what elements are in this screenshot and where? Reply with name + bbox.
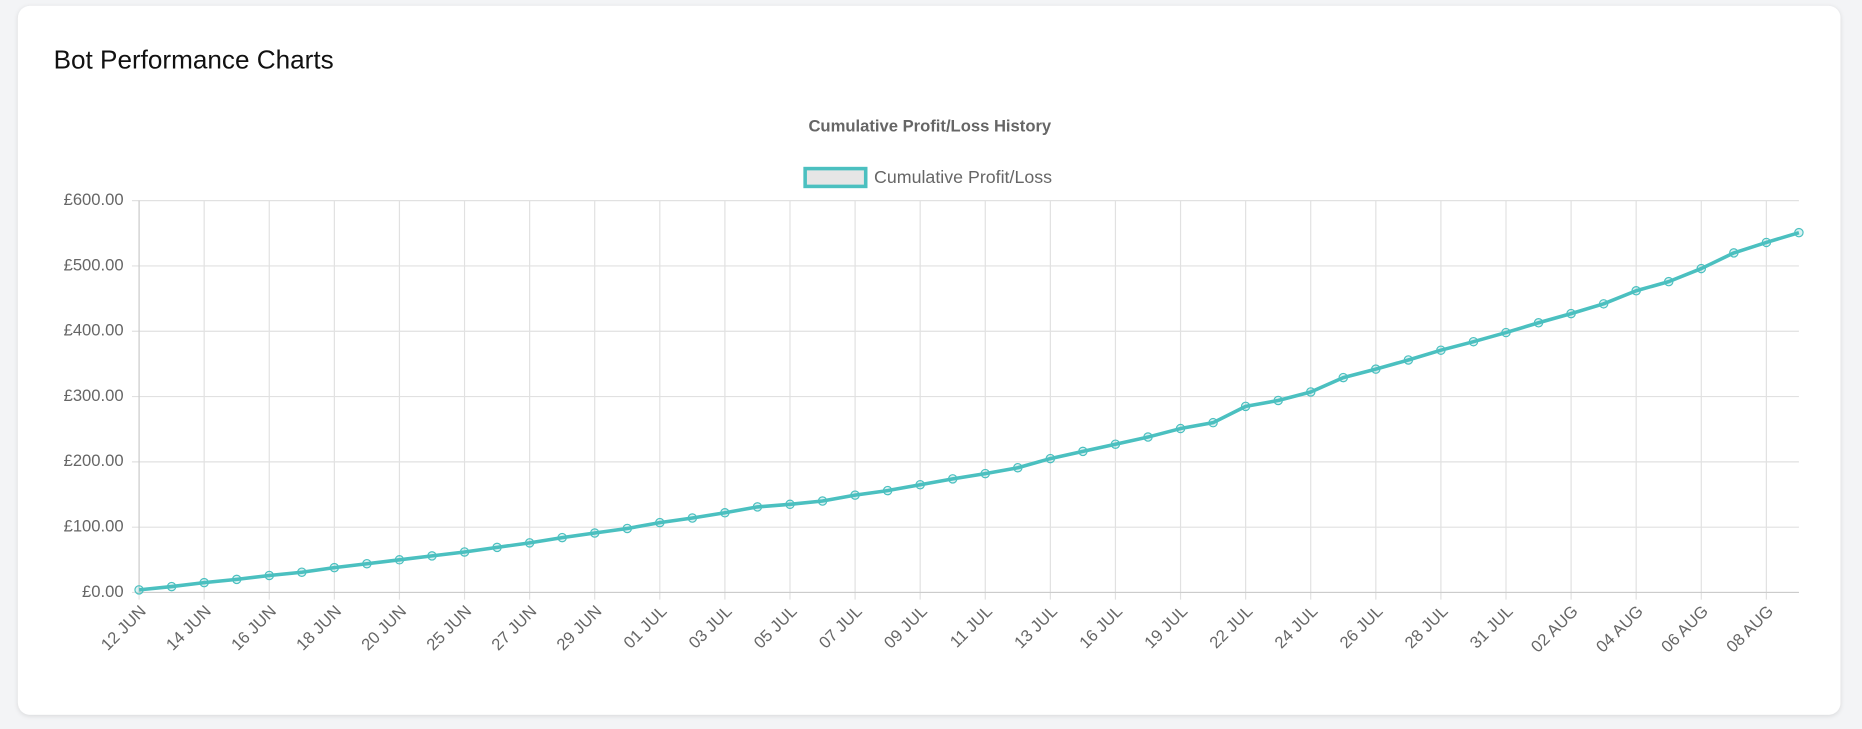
data-point (1663, 276, 1674, 287)
data-point (231, 574, 242, 585)
data-point (1631, 286, 1641, 296)
data-point (720, 508, 730, 518)
data-point (785, 499, 795, 510)
data-point (947, 474, 958, 484)
card (17, 5, 1841, 715)
data-point (915, 479, 925, 490)
data-line (138, 230, 1800, 592)
data-point (264, 570, 275, 581)
data-point (1761, 237, 1772, 248)
data-point (166, 581, 177, 592)
data-point (1696, 263, 1707, 274)
data-point (199, 577, 209, 588)
y-tick-label: £100.00 (64, 517, 124, 536)
data-point (1794, 227, 1804, 238)
y-tick-label: £600.00 (64, 190, 124, 209)
data-point (524, 538, 535, 548)
data-point (1045, 453, 1056, 464)
y-tick-label: £300.00 (64, 386, 124, 405)
y-tick-label: £200.00 (64, 451, 124, 470)
chart-title: Cumulative Profit/Loss History (808, 116, 1051, 135)
data-point (329, 562, 340, 573)
data-point (622, 523, 633, 534)
data-point (1729, 248, 1739, 258)
data-point (134, 585, 144, 595)
data-point (882, 485, 893, 496)
data-point (394, 555, 405, 565)
data-point (1533, 318, 1544, 328)
data-point (492, 542, 502, 553)
data-point (589, 528, 600, 538)
data-point (1273, 395, 1283, 406)
data-point (427, 551, 437, 561)
page-title: Bot Performance Charts (54, 45, 334, 75)
data-point (1305, 387, 1316, 397)
data-point (1143, 432, 1153, 442)
data-point (1436, 345, 1446, 355)
legend-swatch (803, 166, 868, 189)
data-point (557, 532, 567, 543)
data-point (1338, 372, 1349, 383)
data-point (1078, 446, 1088, 457)
data-point (687, 513, 698, 523)
data-point (1013, 462, 1023, 473)
data-point (362, 558, 372, 569)
data-point (655, 517, 665, 528)
data-point (459, 547, 470, 557)
data-point (1110, 439, 1121, 449)
data-point (1566, 308, 1576, 319)
data-point (1403, 355, 1414, 365)
data-point (1208, 417, 1218, 428)
data-point (1501, 327, 1511, 338)
data-point (1598, 299, 1609, 309)
y-tick-label: £500.00 (64, 255, 124, 274)
data-point (817, 496, 828, 506)
data-point (1371, 364, 1381, 374)
data-point (850, 490, 860, 500)
data-point (297, 567, 307, 577)
y-tick-label: £0.00 (82, 582, 124, 601)
data-point (1468, 336, 1479, 347)
data-point (1175, 423, 1186, 434)
y-tick-label: £400.00 (64, 321, 124, 340)
data-point (980, 468, 991, 479)
legend-label: Cumulative Profit/Loss (874, 167, 1052, 187)
data-point (1240, 401, 1251, 412)
data-point (752, 502, 763, 512)
